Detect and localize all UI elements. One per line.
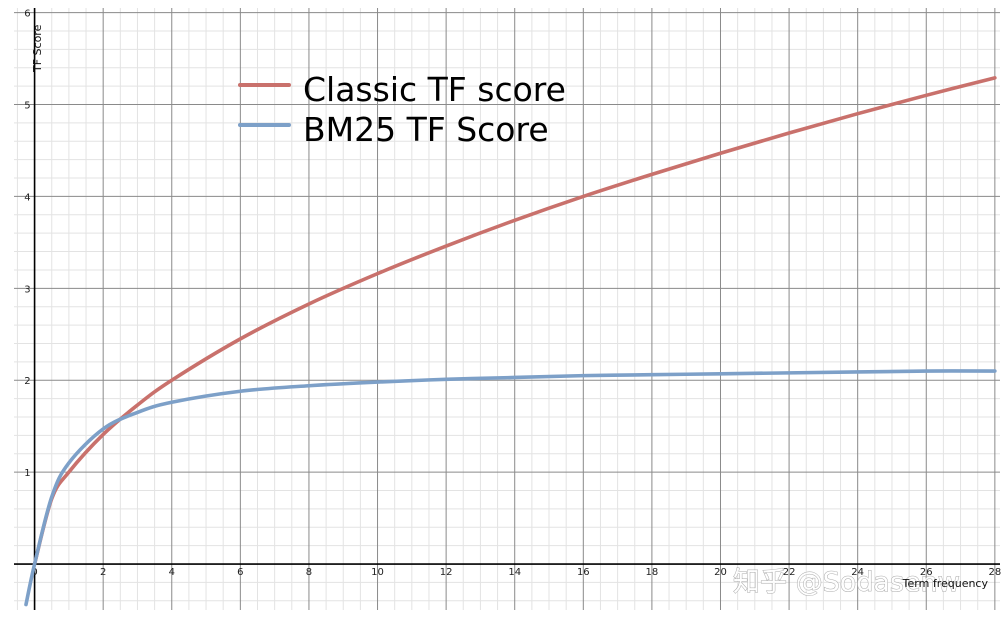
x-tick-label: 18 <box>646 567 659 578</box>
x-tick-label: 8 <box>306 567 312 578</box>
y-tick-label: 6 <box>24 9 30 20</box>
x-tick-label: 12 <box>440 567 453 578</box>
x-tick-label: 24 <box>851 567 864 578</box>
y-tick-label: 3 <box>24 284 30 295</box>
y-tick-label: 4 <box>24 192 30 203</box>
y-tick-label: 2 <box>24 376 30 387</box>
x-tick-label: 14 <box>508 567 521 578</box>
x-tick-label: 6 <box>237 567 243 578</box>
minor-gridlines <box>14 8 1000 610</box>
x-tick-label: 26 <box>920 567 933 578</box>
watermark-text: 知乎 @Sodasenw <box>733 567 960 598</box>
x-tick-label: 2 <box>100 567 106 578</box>
x-tick-label: 22 <box>783 567 796 578</box>
legend: Classic TF score BM25 TF Score <box>238 70 566 149</box>
x-tick-label: 28 <box>988 567 1001 578</box>
series-line-bm25-tf <box>24 369 997 607</box>
x-tick-labels: 0 2 4 6 8 10 12 14 16 18 20 22 24 26 28 <box>31 567 1001 578</box>
x-tick-label: 10 <box>371 567 384 578</box>
x-tick-label: 4 <box>169 567 175 578</box>
y-tick-label: 5 <box>24 101 30 112</box>
x-tick-label: 0 <box>31 567 37 578</box>
y-tick-labels: 1 2 3 4 5 6 <box>24 9 30 480</box>
x-tick-label: 20 <box>714 567 727 578</box>
y-axis-title: TF Score <box>31 24 44 73</box>
legend-label-bm25: BM25 TF Score <box>303 110 549 149</box>
x-axis-title: Term frequency <box>902 577 989 590</box>
series-line-classic-tf <box>32 76 997 566</box>
legend-label-classic: Classic TF score <box>303 70 566 109</box>
x-tick-label: 16 <box>577 567 590 578</box>
series-lines <box>24 76 997 607</box>
y-tick-label: 1 <box>24 468 30 479</box>
